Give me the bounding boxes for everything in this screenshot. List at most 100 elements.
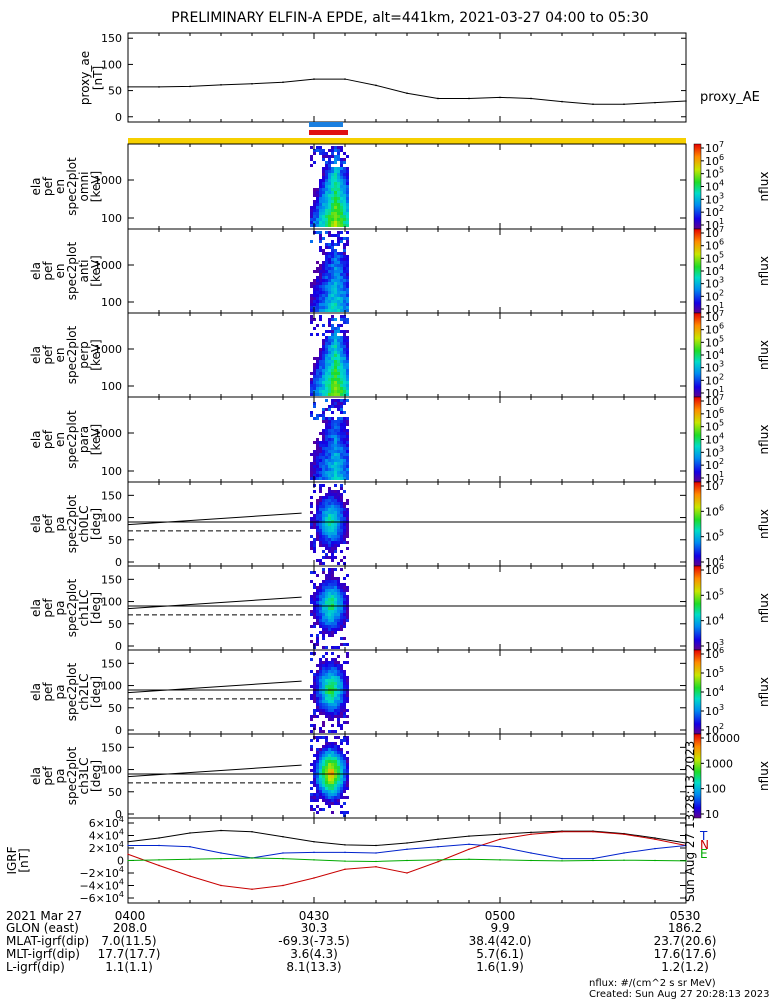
spectrogram-cell: [325, 595, 328, 598]
spectrogram-cell: [337, 607, 340, 610]
spectrogram-cell: [343, 685, 346, 688]
spectrogram-cell: [337, 490, 340, 493]
spectrogram-cell: [346, 366, 349, 369]
spectrogram-cell: [319, 487, 322, 490]
spectrogram-cell: [340, 270, 343, 273]
spectrogram-cell: [328, 697, 331, 700]
spectrogram-cell: [334, 209, 337, 212]
spectrogram-cell: [325, 252, 328, 255]
spectrogram-cell: [343, 215, 346, 218]
spectrogram-cell: [340, 715, 343, 718]
spectrogram-cell: [310, 158, 313, 161]
spectrogram-cell: [337, 577, 340, 580]
spectrogram-cell: [310, 462, 313, 465]
igrf-point: [158, 859, 160, 861]
spectrogram-cell: [322, 300, 325, 303]
spectrogram-cell: [346, 517, 349, 520]
spectrogram-cell: [313, 188, 316, 191]
y-tick-label: 50: [108, 702, 122, 715]
spectrogram-cell: [343, 471, 346, 474]
spectrogram-cell: [340, 523, 343, 526]
y-tick-label: 150: [101, 657, 122, 670]
colorbar: [693, 396, 702, 483]
spectrogram-cell: [319, 796, 322, 799]
spectrogram-cell: [325, 754, 328, 757]
spectrogram-cell: [316, 682, 319, 685]
spectrogram-cell: [310, 730, 313, 733]
spectrogram-cell: [334, 402, 337, 405]
spectrogram-cell: [337, 592, 340, 595]
colorbar-tick-label: 103: [705, 191, 724, 206]
spectrogram-cell: [334, 399, 337, 402]
spectrogram-cell: [325, 556, 328, 559]
xaxis-row-label: L-igrf(dip): [6, 960, 65, 974]
spectrogram-cell: [322, 149, 325, 152]
spectrogram-cell: [325, 477, 328, 480]
spectrogram-cell: [331, 712, 334, 715]
spectrogram-cell: [337, 393, 340, 396]
igrf-point: [592, 857, 594, 860]
spectrogram-cell: [322, 778, 325, 781]
spectrogram-cell: [331, 544, 334, 547]
spectrogram-cell: [337, 508, 340, 511]
spectrogram-cell: [313, 327, 316, 330]
spectrogram-cell: [325, 432, 328, 435]
y-tick-label: 150: [101, 32, 122, 45]
spectrogram-cell: [337, 700, 340, 703]
spectrogram-cell: [310, 384, 313, 387]
spectrogram-cell: [340, 670, 343, 673]
spectrogram-cell: [346, 188, 349, 191]
spectrogram-cell: [331, 631, 334, 634]
spectrogram-cell: [322, 613, 325, 616]
spectrogram-cell: [331, 559, 334, 562]
spectrogram-cell: [325, 667, 328, 670]
spectrogram-cell: [325, 796, 328, 799]
spectrogram-cell: [328, 339, 331, 342]
spectrogram-cell: [316, 793, 319, 796]
spectrogram-cell: [319, 363, 322, 366]
spectrogram-cell: [346, 381, 349, 384]
spectrogram-cell: [331, 234, 334, 237]
spectrogram-cell: [334, 502, 337, 505]
igrf-point: [468, 835, 470, 837]
spectrogram-cell: [343, 625, 346, 628]
spectrogram-cell: [331, 547, 334, 550]
spectrogram-cell: [319, 294, 322, 297]
spectrogram-cell: [331, 252, 334, 255]
spectrogram-cell: [322, 444, 325, 447]
spectrogram-cell: [340, 568, 343, 571]
spectrogram-cell: [346, 300, 349, 303]
spectrogram-cell: [322, 538, 325, 541]
spectrogram-cell: [322, 682, 325, 685]
spectrogram-cell: [340, 619, 343, 622]
spectrogram-cell: [331, 155, 334, 158]
spectrogram-cell: [319, 598, 322, 601]
spectrogram-cell: [334, 212, 337, 215]
spectrogram-cell: [340, 387, 343, 390]
spectrogram-cell: [343, 170, 346, 173]
proxy-ae-point: [468, 97, 470, 100]
spectrogram-cell: [346, 465, 349, 468]
spectrogram-cell: [322, 333, 325, 336]
spectrogram-cell: [334, 607, 337, 610]
spectrogram-cell: [316, 477, 319, 480]
spectrogram-cell: [313, 381, 316, 384]
spectrogram-cell: [346, 285, 349, 288]
spectrogram-cell: [340, 459, 343, 462]
spectrogram-cell: [337, 378, 340, 381]
spectrogram-cell: [322, 691, 325, 694]
spectrogram-cell: [334, 511, 337, 514]
igrf-point: [220, 829, 222, 832]
spectrogram-cell: [313, 547, 316, 550]
spectrogram-cell: [325, 161, 328, 164]
spectrogram-cell: [331, 438, 334, 441]
spectrogram-cell: [334, 420, 337, 423]
spectrogram-cell: [328, 568, 331, 571]
spectrogram-cell: [346, 203, 349, 206]
spectrogram-cell: [337, 240, 340, 243]
spectrogram-cell: [340, 811, 343, 814]
spectrogram-cell: [331, 586, 334, 589]
spectrogram-cell: [316, 276, 319, 279]
spectrogram-cell: [346, 610, 349, 613]
